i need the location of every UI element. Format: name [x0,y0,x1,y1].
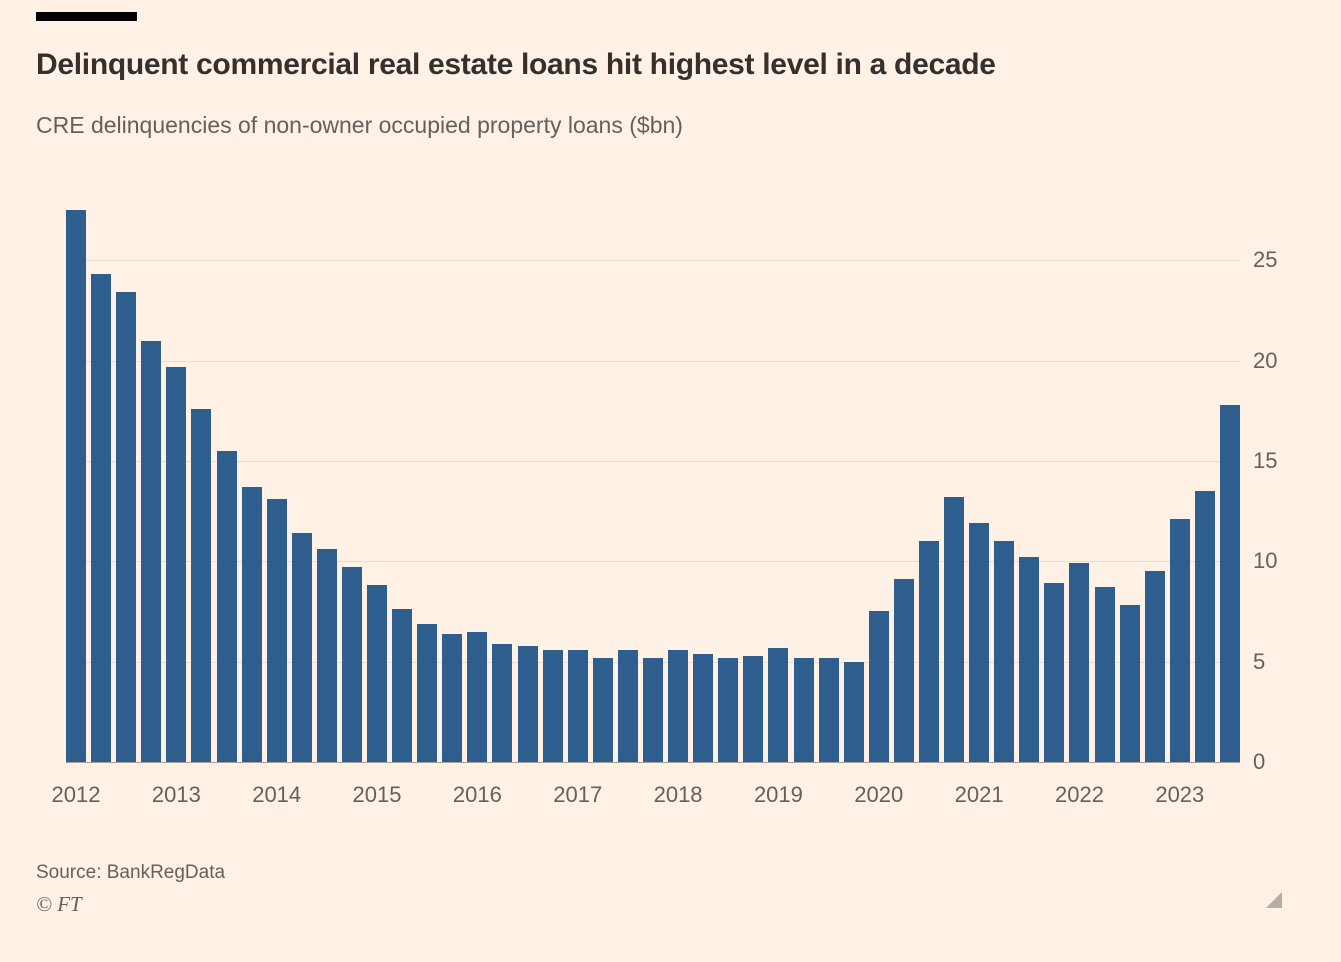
bar [216,450,237,762]
y-tick-label: 25 [1253,247,1278,273]
bar [944,497,965,762]
x-tick-label: 2017 [553,782,603,807]
bar [969,523,990,762]
bar [66,210,86,762]
bar [1144,571,1165,762]
bar [668,649,689,762]
bar [893,579,914,762]
bar [341,567,362,762]
bar [1019,557,1040,762]
y-tick-label: 10 [1253,548,1278,574]
x-tick-label: 2023 [1155,782,1205,807]
bar [768,647,789,762]
ft-top-rule [36,12,137,21]
bar [241,487,262,762]
bar [994,541,1015,762]
bar [843,661,864,762]
y-tick-label: 15 [1253,447,1278,473]
bar [718,657,739,762]
resize-handle-icon[interactable] [1266,892,1282,908]
bar [818,657,839,762]
bar [116,292,137,762]
ft-logo: © FT [36,892,82,916]
bar [1094,587,1115,762]
plot-area [66,190,1240,763]
x-tick-label: 2013 [151,782,201,807]
source-credit: Source: BankRegData [36,862,226,883]
bar [693,653,714,762]
x-tick-label: 2020 [854,782,904,807]
x-tick-label: 2019 [753,782,803,807]
bar [492,643,513,762]
zero-line [66,762,1240,763]
bar [316,549,337,762]
bar [617,649,638,762]
bar [743,655,764,762]
bar [467,631,488,762]
y-tick-label: 20 [1253,347,1278,373]
x-tick-label: 2021 [954,782,1004,807]
bar [542,649,563,762]
bar [1119,605,1140,762]
x-tick-label: 2014 [252,782,302,807]
chart-title: Delinquent commercial real estate loans … [36,48,996,81]
bar [1044,583,1065,762]
gridline [66,360,1240,362]
bar [1220,404,1240,762]
gridline [66,561,1240,563]
y-axis: 0 5 10 15 20 25 [1253,190,1333,774]
bar [392,609,413,762]
bar [1194,491,1215,762]
bar [643,657,663,762]
bar [141,340,162,762]
bar [793,657,814,762]
x-tick-label: 2022 [1054,782,1104,807]
bar [517,645,538,762]
x-tick-label: 2012 [51,782,101,807]
bar [1069,563,1090,762]
y-tick-label: 0 [1253,749,1266,774]
gridline [66,460,1240,462]
bar [417,623,438,762]
gridline [66,260,1240,262]
x-tick-label: 2016 [452,782,502,807]
bar [918,541,939,762]
bar [291,533,312,762]
chart-subtitle: CRE delinquencies of non-owner occupied … [36,112,683,138]
bar [191,408,212,762]
bar [868,611,889,762]
bar [91,274,112,762]
y-tick-label: 5 [1253,648,1266,674]
x-tick-label: 2018 [653,782,703,807]
bar [442,633,463,762]
bar [166,366,187,762]
bar [567,649,588,762]
bar [592,657,613,762]
bar [266,499,287,762]
x-tick-label: 2015 [352,782,402,807]
bar [367,585,388,762]
x-axis: 2012 2013 2014 2015 2016 2017 2018 2019 2020 2021… [52,782,1240,812]
bar [1169,519,1190,762]
